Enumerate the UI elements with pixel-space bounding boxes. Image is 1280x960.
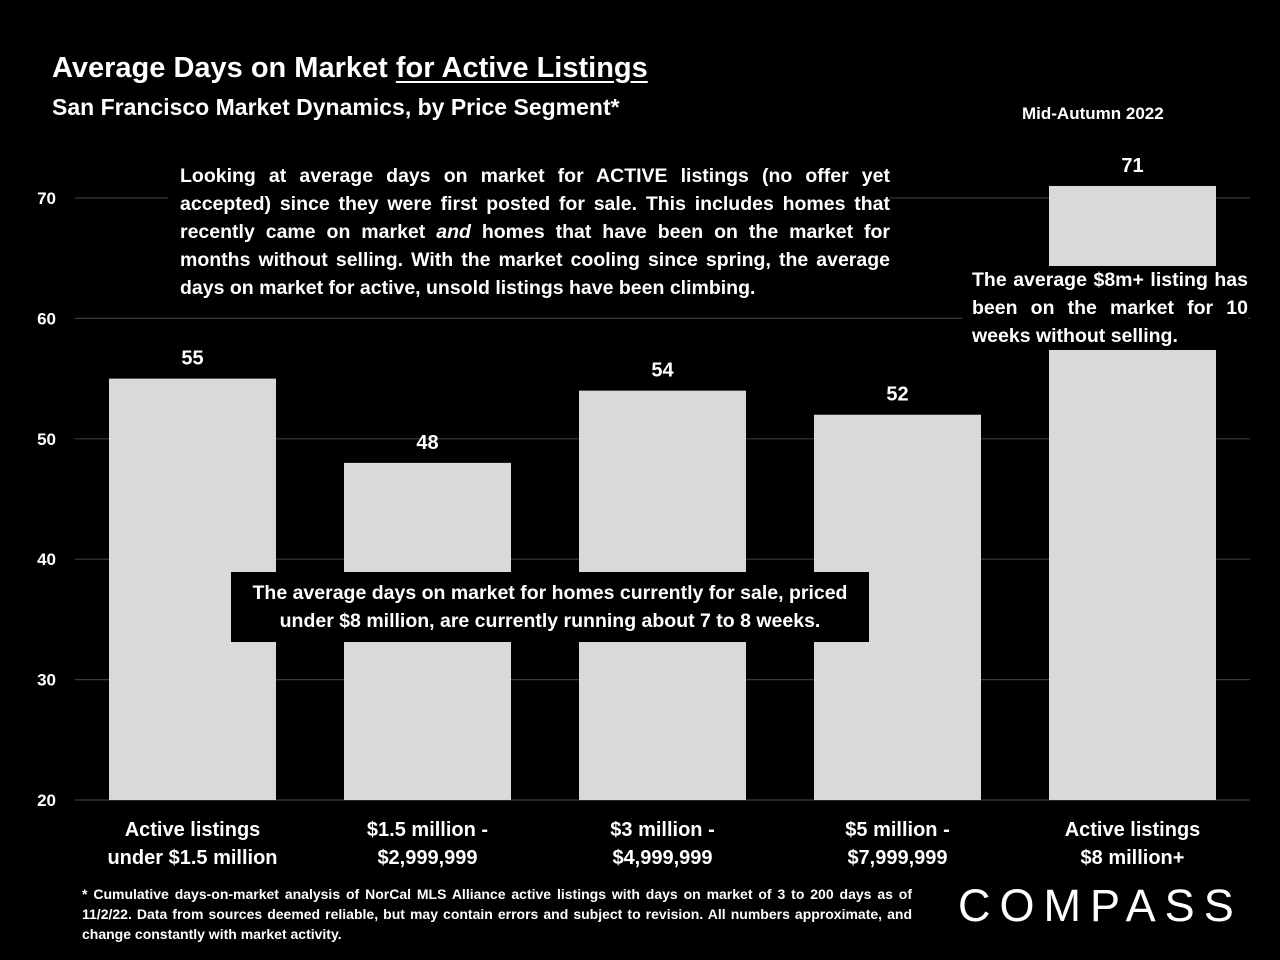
y-tick-label-30: 30 xyxy=(37,671,56,690)
data-label-0: 55 xyxy=(181,348,203,370)
y-tick-label-40: 40 xyxy=(37,550,56,569)
y-tick-label-20: 20 xyxy=(37,791,56,810)
x-tick-label-2-1: $4,999,999 xyxy=(612,847,712,869)
y-tick-label-50: 50 xyxy=(37,430,56,449)
chart-subtitle: San Francisco Market Dynamics, by Price … xyxy=(52,94,620,120)
compass-logo: COMPASS xyxy=(958,880,1243,931)
data-label-4: 71 xyxy=(1121,155,1143,177)
chart-title-prefix: Average Days on Market xyxy=(52,52,396,84)
data-label-3: 52 xyxy=(886,384,908,406)
annotation-middle-line-1: The average days on market for homes cur… xyxy=(252,582,848,604)
y-axis-ticks: 20 30 40 50 60 70 xyxy=(37,189,56,810)
x-tick-label-3-1: $7,999,999 xyxy=(847,847,947,869)
annotation-right: The average $8m+ listing has been on the… xyxy=(962,266,1248,350)
x-tick-label-1-0: $1.5 million - xyxy=(367,819,488,841)
x-tick-label-1-1: $2,999,999 xyxy=(377,847,477,869)
chart-title-underlined: for Active Listings xyxy=(395,52,648,84)
period-label: Mid-Autumn 2022 xyxy=(1022,104,1164,123)
data-label-2: 54 xyxy=(651,360,674,382)
y-tick-label-70: 70 xyxy=(37,189,56,208)
x-axis-labels: Active listings under $1.5 million $1.5 mi… xyxy=(107,819,1200,869)
chart-title: Average Days on Market for Active Listin… xyxy=(52,52,648,85)
annotation-middle: The average days on market for homes cur… xyxy=(231,572,869,642)
footnote: * Cumulative days-on-market analysis of … xyxy=(82,886,912,942)
x-tick-label-3-0: $5 million - xyxy=(845,819,949,841)
data-label-1: 48 xyxy=(416,432,438,454)
x-tick-label-4-1: $8 million+ xyxy=(1081,847,1185,869)
annotation-middle-line-2: under $8 million, are currently running … xyxy=(279,610,821,632)
data-labels: 55 48 54 52 71 xyxy=(181,155,1143,454)
x-tick-label-2-0: $3 million - xyxy=(610,819,714,841)
x-tick-label-4-0: Active listings xyxy=(1065,819,1201,841)
x-tick-label-0-0: Active listings xyxy=(125,819,261,841)
x-tick-label-0-1: under $1.5 million xyxy=(107,847,277,869)
annotation-top: Looking at average days on market for AC… xyxy=(168,162,890,302)
y-tick-label-60: 60 xyxy=(37,309,56,328)
